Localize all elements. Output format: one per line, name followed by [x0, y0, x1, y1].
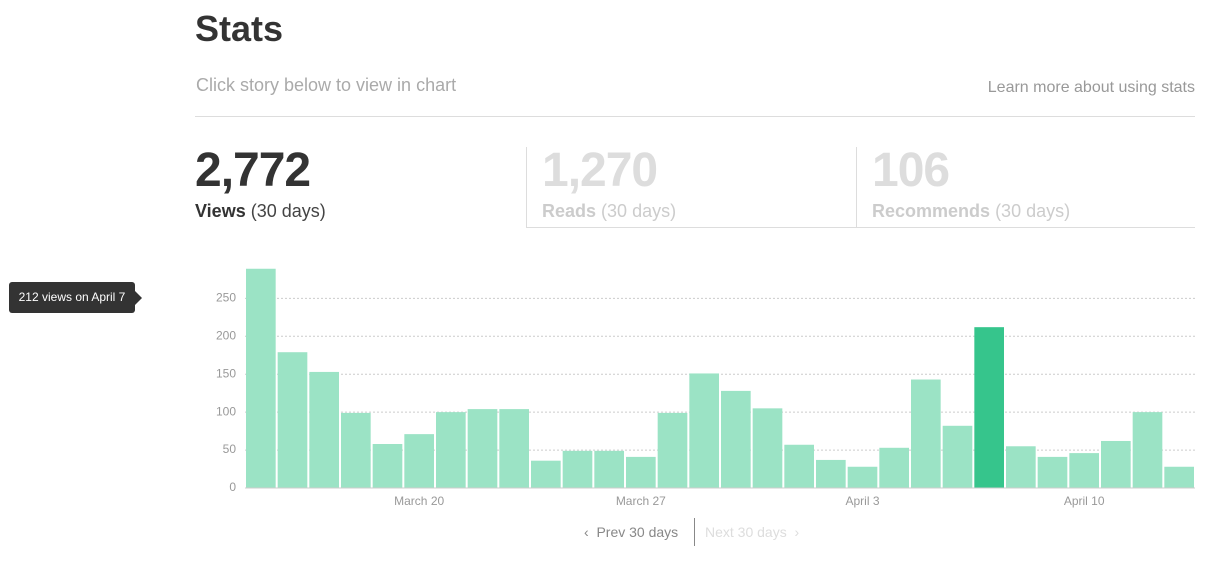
next-button: Next 30 days › — [705, 524, 799, 540]
stat-label: Reads (30 days) — [542, 201, 856, 222]
chevron: ‹ — [584, 524, 597, 540]
bar[interactable] — [467, 409, 498, 488]
bar[interactable] — [784, 444, 814, 488]
stat-name: Views — [195, 201, 246, 221]
bar[interactable] — [341, 412, 371, 488]
bar[interactable] — [404, 434, 434, 488]
bar[interactable] — [1101, 440, 1131, 488]
bar[interactable] — [499, 409, 529, 488]
prev-button[interactable]: ‹ Prev 30 days — [584, 524, 678, 540]
bar[interactable] — [721, 390, 751, 488]
bar[interactable] — [974, 327, 1004, 488]
x-tick-label: April 3 — [845, 494, 879, 508]
bar[interactable] — [626, 456, 656, 488]
y-tick-label: 200 — [216, 328, 236, 342]
bar[interactable] — [246, 268, 276, 488]
y-tick-label: 150 — [216, 366, 236, 380]
tooltip: 212 views on April 7 — [9, 282, 142, 313]
bar[interactable] — [879, 447, 909, 488]
bar[interactable] — [436, 412, 466, 488]
bar[interactable] — [1132, 412, 1163, 488]
bar[interactable] — [594, 450, 624, 488]
page-title: Stats — [195, 8, 284, 49]
nav-divider — [694, 518, 695, 546]
bar[interactable] — [847, 466, 878, 488]
stat-label: Recommends (30 days) — [872, 201, 1195, 222]
y-tick-label: 250 — [216, 291, 236, 305]
bar[interactable] — [372, 444, 403, 488]
bar[interactable] — [531, 460, 561, 488]
stat-tab[interactable]: 106 Recommends (30 days) — [856, 147, 1195, 228]
stat-label: Views (30 days) — [195, 201, 525, 222]
bar[interactable] — [562, 450, 593, 488]
stat-value: 106 — [872, 144, 950, 197]
y-tick-label: 100 — [216, 404, 236, 418]
divider — [195, 116, 1195, 117]
chevron: › — [786, 524, 800, 540]
stat-name: Recommends — [872, 201, 991, 221]
bar[interactable] — [1037, 456, 1068, 488]
x-tick-label: April 10 — [1064, 494, 1105, 508]
stat-value: 2,772 — [195, 144, 311, 197]
stat-name: Reads — [542, 201, 597, 221]
bar[interactable] — [816, 459, 846, 488]
stat-tab[interactable]: 1,270 Reads (30 days) — [526, 147, 856, 228]
stat-value: 1,270 — [542, 144, 658, 197]
x-tick-label: March 20 — [394, 494, 444, 508]
bar[interactable] — [309, 371, 339, 488]
bar[interactable] — [1069, 453, 1099, 488]
subtitle: Click story below to view in chart — [196, 75, 457, 95]
bar[interactable] — [689, 373, 719, 488]
bar[interactable] — [1006, 446, 1036, 488]
help-link[interactable]: Learn more about using stats — [987, 79, 1195, 96]
stat-period: (30 days) — [601, 201, 677, 221]
bar[interactable] — [657, 412, 688, 488]
prev-label: Prev 30 days — [596, 524, 679, 540]
bar[interactable] — [911, 379, 941, 488]
bar[interactable] — [277, 352, 308, 488]
stat-period: (30 days) — [250, 201, 326, 221]
stat-period: (30 days) — [995, 201, 1071, 221]
y-tick-label: 0 — [229, 480, 236, 494]
stat-tab[interactable]: 2,772 Views (30 days) — [195, 147, 525, 228]
next-label: Next 30 days — [705, 524, 787, 540]
chart: 0 50 100 150 200 250 March 20 March 27 April 3 Ap… — [216, 268, 1195, 508]
bar[interactable] — [1164, 466, 1194, 488]
bar[interactable] — [752, 408, 783, 488]
y-tick-label: 50 — [223, 442, 237, 456]
bar[interactable] — [942, 425, 973, 488]
x-tick-label: March 27 — [616, 494, 666, 508]
